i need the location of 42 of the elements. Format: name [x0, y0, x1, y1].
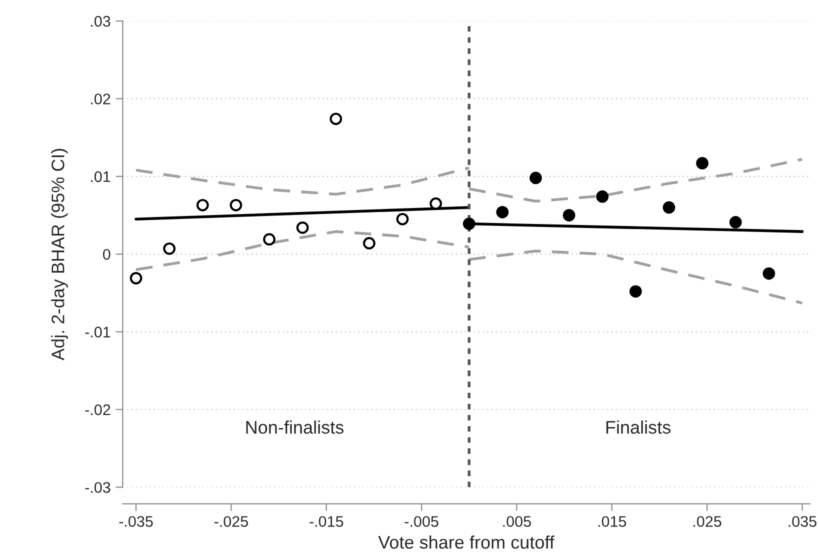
line-series	[468, 250, 804, 304]
point	[196, 198, 209, 212]
point	[362, 237, 376, 250]
point	[462, 218, 476, 230]
point	[230, 198, 242, 212]
point	[762, 267, 776, 280]
y-tick-label: 0	[102, 248, 110, 260]
point	[263, 233, 276, 246]
point	[729, 216, 742, 228]
x-tick-label: .035	[788, 516, 816, 527]
line-series	[134, 230, 471, 272]
x-tick-label: -.035	[119, 516, 153, 527]
point	[696, 156, 708, 170]
line-series	[468, 158, 804, 203]
y-tick-label: -.03	[85, 482, 110, 493]
y-tick-label: .02	[91, 94, 110, 104]
annotation: Finalists	[606, 420, 670, 434]
annotation: Non-finalists	[246, 420, 344, 434]
y-tick-label: -.01	[85, 326, 110, 338]
y-tick-label: -.02	[85, 404, 110, 416]
x-tick-label: .005	[503, 516, 531, 527]
point	[596, 190, 609, 203]
point	[562, 209, 576, 222]
x-tick-label: -.025	[214, 516, 248, 527]
point	[163, 242, 176, 255]
point	[496, 206, 509, 218]
point	[662, 201, 676, 214]
y-axis-title: Adj. 2-day BHAR (95% CI)	[51, 148, 68, 360]
x-tick-label: -.005	[404, 516, 438, 527]
y-tick-label: .01	[91, 171, 110, 182]
point	[629, 285, 642, 298]
y-tick-label: .03	[91, 16, 110, 27]
x-tick-label: .015	[598, 516, 626, 527]
x-tick-label: .025	[694, 516, 722, 527]
point	[330, 112, 342, 126]
x-axis-title: Vote share from cutoff	[378, 535, 554, 549]
point	[296, 221, 309, 234]
line-series	[134, 166, 471, 196]
point	[130, 272, 142, 284]
point	[396, 212, 409, 226]
x-tick-label: -.015	[310, 516, 344, 527]
point	[530, 172, 542, 184]
